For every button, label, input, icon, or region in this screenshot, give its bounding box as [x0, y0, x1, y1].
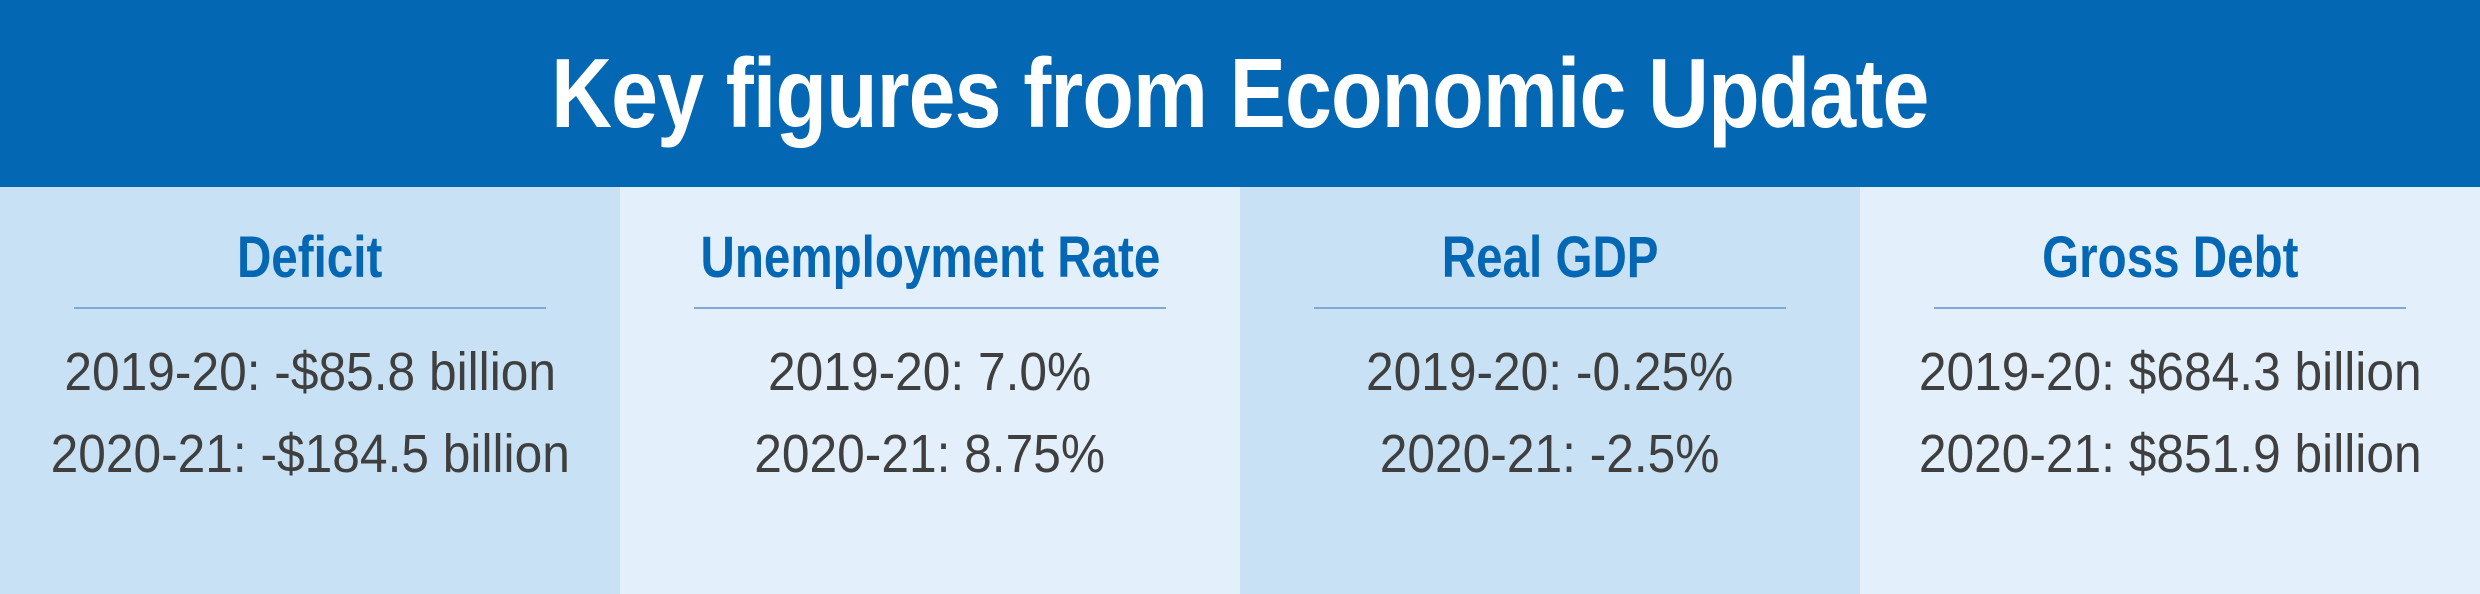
page-title: Key figures from Economic Update [551, 38, 1929, 148]
panel-title: Real GDP [1441, 225, 1659, 290]
panel-line: 2019-20: -$85.8 billion [64, 342, 556, 402]
panel-gross-debt: Gross Debt 2019-20: $684.3 billion 2020-… [1860, 187, 2480, 594]
panel-line: 2020-21: -2.5% [1380, 424, 1720, 484]
panel-line: 2020-21: -$184.5 billion [50, 424, 570, 484]
panel-line: 2019-20: $684.3 billion [1918, 342, 2422, 402]
panel-line: 2020-21: 8.75% [754, 424, 1106, 484]
panel-line: 2019-20: 7.0% [768, 342, 1092, 402]
figures-panels: Deficit 2019-20: -$85.8 billion 2020-21:… [0, 187, 2480, 594]
panel-deficit: Deficit 2019-20: -$85.8 billion 2020-21:… [0, 187, 620, 594]
panel-unemployment-rate: Unemployment Rate 2019-20: 7.0% 2020-21:… [620, 187, 1240, 594]
panel-divider [1934, 307, 2406, 309]
panel-divider [1314, 307, 1786, 309]
panel-title: Gross Debt [2041, 225, 2299, 290]
panel-title: Deficit [237, 225, 383, 290]
header-banner: Key figures from Economic Update [0, 0, 2480, 187]
panel-divider [694, 307, 1166, 309]
panel-title: Unemployment Rate [700, 225, 1160, 290]
panel-line: 2019-20: -0.25% [1366, 342, 1734, 402]
panel-divider [74, 307, 546, 309]
panel-line: 2020-21: $851.9 billion [1918, 424, 2422, 484]
panel-real-gdp: Real GDP 2019-20: -0.25% 2020-21: -2.5% [1240, 187, 1860, 594]
